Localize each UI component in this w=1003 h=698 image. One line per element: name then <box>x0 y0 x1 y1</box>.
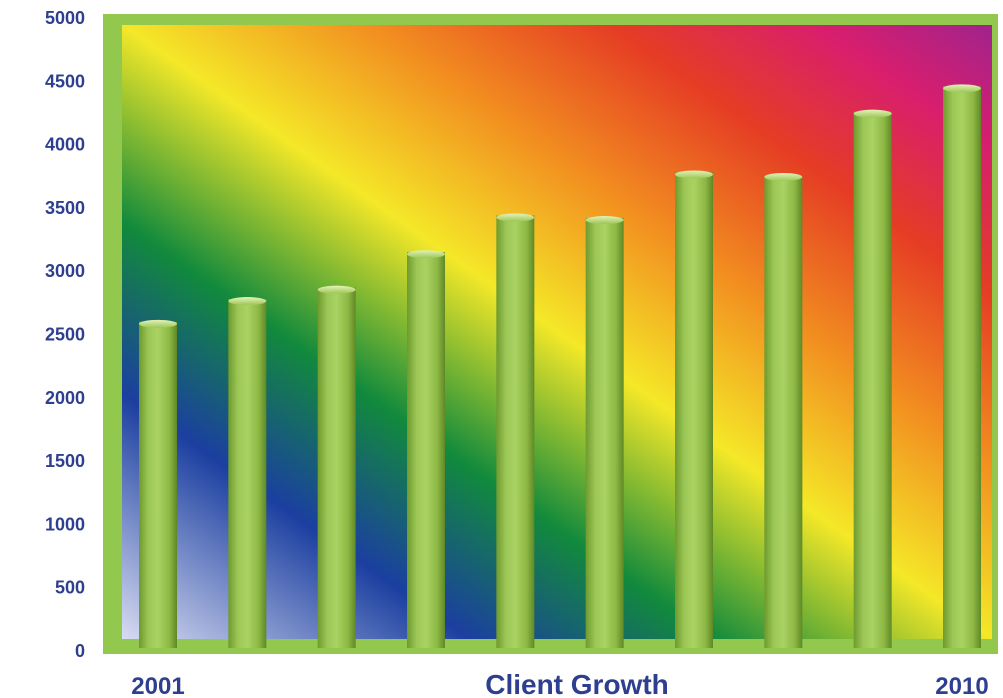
bar-2007 <box>675 170 713 648</box>
bar-cap <box>943 84 981 93</box>
bar-body <box>943 86 981 648</box>
bar-cap <box>228 297 267 306</box>
bar-body <box>853 111 892 648</box>
plot-area <box>122 25 992 639</box>
bar-body <box>675 172 713 648</box>
y-tick-label: 500 <box>55 578 85 598</box>
bar-cap <box>139 319 177 328</box>
bar-2001 <box>139 319 177 648</box>
y-tick-label: 2500 <box>45 325 85 345</box>
y-tick-label: 4500 <box>45 71 85 91</box>
bar-body <box>407 252 445 648</box>
bar-cap <box>407 250 445 259</box>
bar-cap <box>317 285 356 294</box>
bar-body <box>764 174 803 648</box>
bar-body <box>317 287 356 648</box>
bar-2005 <box>496 213 535 648</box>
bar-2002 <box>228 297 267 648</box>
bar-cap <box>585 216 624 225</box>
bar-cap <box>853 109 892 118</box>
y-tick-label: 3000 <box>45 261 85 281</box>
bar-cap <box>496 213 535 222</box>
x-tick-label: 2010 <box>935 673 988 698</box>
bar-2009 <box>853 109 892 648</box>
bar-cap <box>764 172 803 181</box>
y-tick-label: 1500 <box>45 451 85 471</box>
y-tick-label: 1000 <box>45 514 85 534</box>
bar-2004 <box>407 250 445 648</box>
bars <box>139 84 981 648</box>
bar-2003 <box>317 285 356 648</box>
y-tick-label: 0 <box>75 641 85 661</box>
y-axis-ticks: 0 500 1000 1500 2000 2500 3000 3500 4000 4500 5000 <box>45 8 85 661</box>
y-tick-label: 5000 <box>45 8 85 28</box>
bar-2006 <box>585 216 624 648</box>
bar-body <box>585 218 624 648</box>
bar-body <box>139 321 177 648</box>
bar-body <box>496 215 535 648</box>
y-tick-label: 3500 <box>45 198 85 218</box>
chart-title: Client Growth <box>485 669 669 698</box>
x-axis-ticks: 2001 2010 <box>131 673 988 698</box>
bar-body <box>228 299 267 648</box>
bar-cap <box>675 170 713 179</box>
x-tick-label: 2001 <box>131 673 184 698</box>
bar-2010 <box>943 84 981 648</box>
y-tick-label: 4000 <box>45 135 85 155</box>
y-tick-label: 2000 <box>45 388 85 408</box>
bar-2008 <box>764 172 803 648</box>
